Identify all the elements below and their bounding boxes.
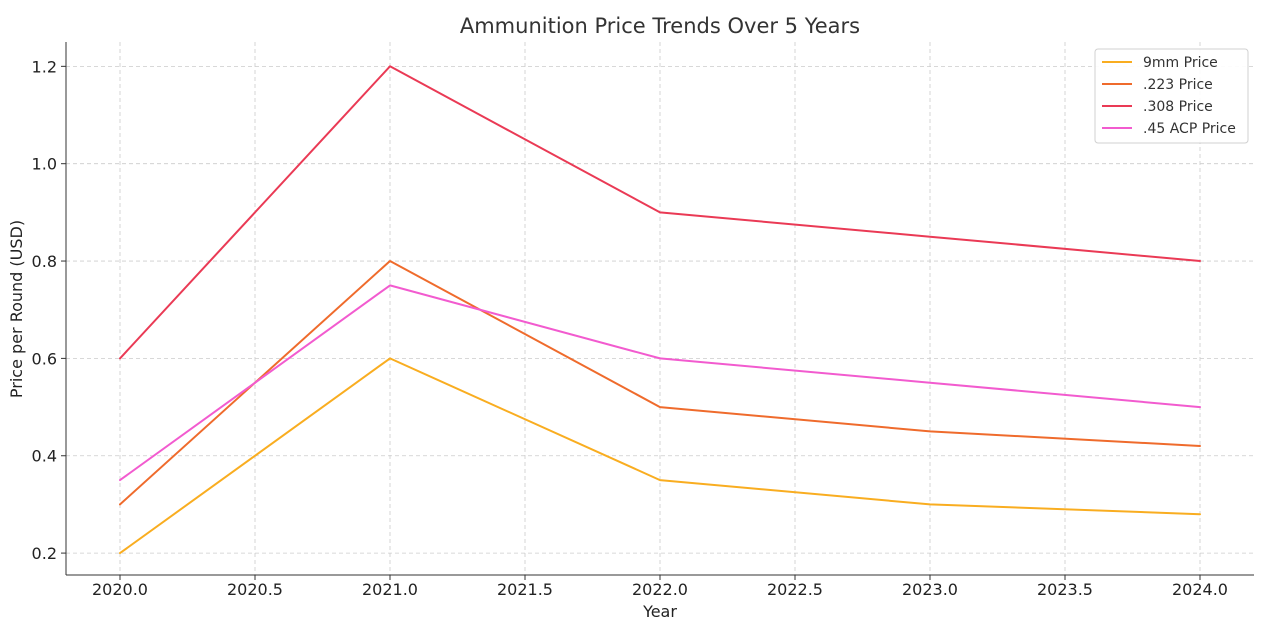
x-tick-label: 2021.5 (497, 580, 553, 599)
x-tick-label: 2022.5 (767, 580, 823, 599)
y-tick-label: 0.6 (32, 349, 57, 368)
legend-label: .223 Price (1143, 77, 1213, 93)
series-lines (119, 65, 1201, 555)
x-tick-label: 2021.0 (362, 580, 418, 599)
x-tick-label: 2022.0 (632, 580, 688, 599)
x-tick-label: 2020.5 (227, 580, 283, 599)
x-tick-label: 2023.5 (1037, 580, 1093, 599)
series-line-2 (119, 65, 1201, 360)
chart-title: Ammunition Price Trends Over 5 Years (460, 14, 860, 38)
y-tick-label: 1.0 (32, 155, 57, 174)
series-line-0 (119, 357, 1201, 555)
x-tick-label: 2023.0 (902, 580, 958, 599)
legend: 9mm Price .223 Price .308 Price .45 ACP Pri… (1094, 48, 1249, 144)
y-ticks: 0.2 0.4 0.6 0.8 1.0 1.2 (32, 57, 66, 563)
x-tick-label: 2020.0 (92, 580, 148, 599)
y-tick-label: 0.2 (32, 544, 57, 563)
x-ticks: 2020.0 2020.5 2021.0 2021.5 2022.0 2022.5 2023… (92, 575, 1228, 599)
y-tick-label: 0.4 (32, 447, 57, 466)
legend-label: 9mm Price (1143, 55, 1218, 71)
series-line-3 (119, 284, 1201, 482)
legend-box (1094, 48, 1249, 144)
x-tick-label: 2024.0 (1172, 580, 1228, 599)
y-tick-label: 1.2 (32, 57, 57, 76)
legend-label: .308 Price (1143, 99, 1213, 115)
series-line-1 (119, 260, 1201, 506)
y-axis-title: Price per Round (USD) (7, 220, 26, 398)
x-axis-title: Year (642, 602, 677, 621)
grid (66, 42, 1254, 575)
y-tick-label: 0.8 (32, 252, 57, 271)
legend-label: .45 ACP Price (1143, 121, 1236, 137)
